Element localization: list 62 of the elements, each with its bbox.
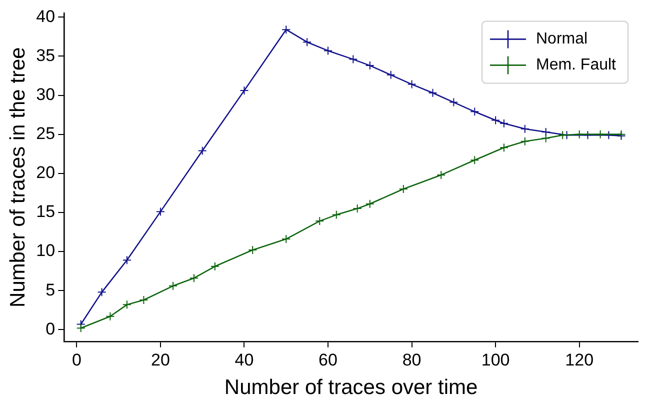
legend-label: Mem. Fault (536, 56, 617, 74)
x-tick-label: 60 (318, 350, 338, 370)
point (499, 118, 508, 128)
point (198, 146, 207, 156)
point (282, 25, 291, 34)
point (499, 143, 508, 152)
point (352, 204, 362, 214)
point (398, 184, 408, 194)
point (156, 207, 165, 216)
point (248, 245, 258, 254)
point (428, 88, 438, 98)
point (407, 80, 416, 89)
point (436, 170, 446, 180)
point (106, 312, 115, 321)
x-tick-label: 20 (150, 350, 170, 370)
legend-label: Normal (536, 30, 588, 48)
point (470, 156, 480, 165)
x-tick-label: 100 (481, 350, 510, 370)
point (315, 216, 324, 226)
y-tick-label: 40 (36, 6, 56, 26)
point (210, 262, 220, 271)
y-tick-label: 0 (46, 319, 56, 338)
point (365, 61, 374, 70)
x-axis-title: Number of traces over time (224, 376, 478, 400)
point (470, 107, 480, 116)
point (449, 98, 458, 107)
point (348, 54, 358, 64)
point (97, 288, 106, 297)
point (324, 46, 333, 56)
y-tick-label: 35 (36, 46, 56, 65)
point (240, 86, 249, 96)
point (583, 130, 592, 140)
y-tick-label: 20 (36, 163, 56, 182)
point (139, 295, 148, 304)
point (558, 130, 568, 140)
point (520, 124, 530, 134)
point (122, 256, 132, 265)
y-axis-title: Number of traces in the tree (6, 47, 30, 308)
point (282, 234, 291, 244)
x-tick-label: 80 (402, 350, 422, 370)
x-tick-label: 120 (565, 350, 594, 370)
y-tick-label: 15 (36, 202, 56, 222)
y-tick-label: 25 (36, 124, 56, 144)
point (76, 324, 86, 333)
point (168, 281, 178, 290)
point (302, 38, 312, 47)
point (520, 136, 530, 146)
y-tick-label: 10 (36, 241, 56, 260)
point (596, 130, 605, 139)
y-tick-label: 5 (46, 280, 56, 300)
point (332, 210, 341, 220)
x-tick-label: 0 (72, 350, 82, 370)
point (386, 70, 396, 80)
point (189, 274, 198, 283)
y-tick-label: 30 (36, 84, 56, 104)
point (541, 127, 550, 136)
x-tick-label: 40 (234, 350, 254, 370)
point (574, 130, 584, 139)
point (122, 300, 132, 310)
point (491, 116, 500, 125)
point (365, 199, 374, 208)
point (541, 134, 550, 143)
